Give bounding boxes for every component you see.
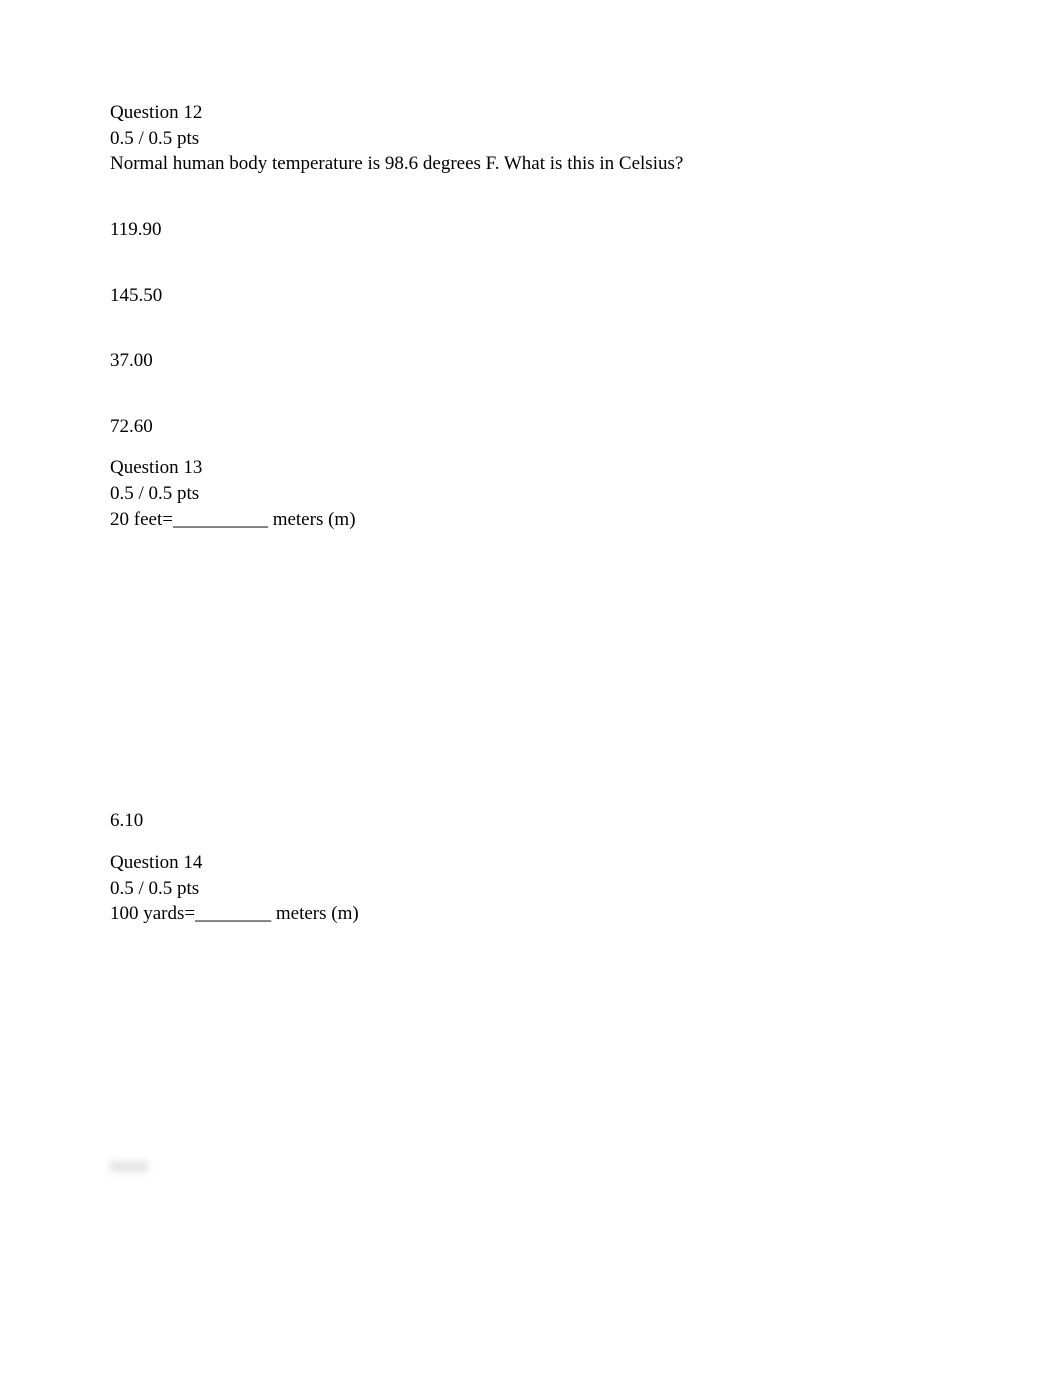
question-prompt: Normal human body temperature is 98.6 de…	[110, 151, 952, 177]
spacer	[110, 548, 952, 808]
question-prompt: 20 feet=__________ meters (m)	[110, 507, 952, 533]
question-points: 0.5 / 0.5 pts	[110, 481, 952, 507]
question-14: Question 14 0.5 / 0.5 pts 100 yards=____…	[110, 850, 952, 1179]
option-label: 37.00	[110, 348, 952, 374]
radio-icon: •	[110, 193, 952, 217]
spacer	[110, 943, 952, 1153]
radio-icon: •	[110, 390, 952, 414]
blurred-answer: xxxx	[110, 1153, 148, 1179]
question-points: 0.5 / 0.5 pts	[110, 126, 952, 152]
option-row: • 119.90	[110, 193, 952, 243]
radio-icon: •	[110, 324, 952, 348]
question-title: Question 12	[110, 100, 952, 126]
question-prompt: 100 yards=________ meters (m)	[110, 901, 952, 927]
question-points: 0.5 / 0.5 pts	[110, 876, 952, 902]
answer-value: 6.10	[110, 808, 952, 834]
question-title: Question 14	[110, 850, 952, 876]
question-13: Question 13 0.5 / 0.5 pts 20 feet=______…	[110, 455, 952, 834]
option-label: 119.90	[110, 217, 952, 243]
option-label: 72.60	[110, 414, 952, 440]
radio-icon: •	[110, 259, 952, 283]
option-row: • 145.50	[110, 259, 952, 309]
question-12: Question 12 0.5 / 0.5 pts Normal human b…	[110, 100, 952, 439]
option-row: • 72.60	[110, 390, 952, 440]
option-label: 145.50	[110, 283, 952, 309]
option-row: • 37.00	[110, 324, 952, 374]
question-title: Question 13	[110, 455, 952, 481]
